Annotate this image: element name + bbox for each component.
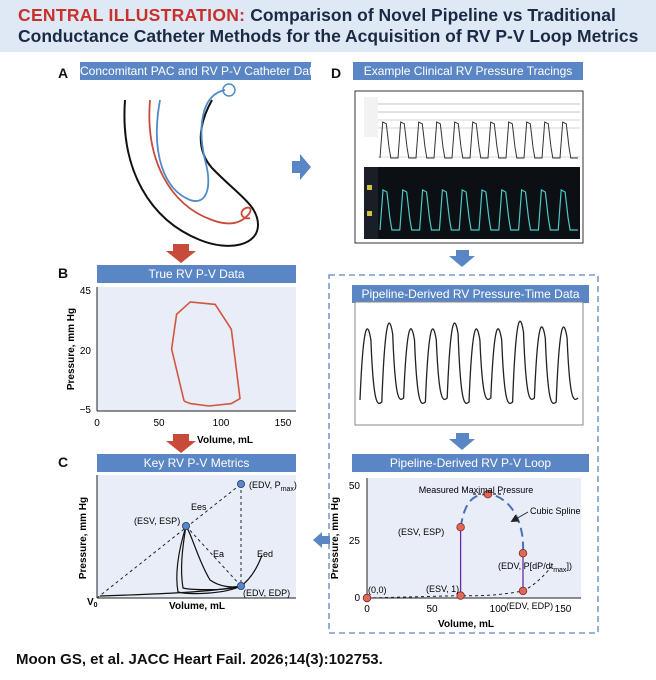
panel-b-ytick-20: 20 — [80, 346, 92, 357]
pipeline-dashed-box — [328, 274, 599, 634]
panel-b-ytick-neg5: −5 — [80, 405, 92, 416]
label-edv-edp-f: (EDV, EDP) — [506, 601, 553, 611]
arrow-a-to-d — [292, 154, 311, 180]
label-ees: Ees — [191, 502, 207, 512]
origin-point — [362, 593, 372, 603]
panel-a-title: Concomitant PAC and RV P-V Catheter Data — [80, 62, 320, 80]
panel-f-plot-area — [367, 478, 581, 598]
panel-b-plot-area — [97, 287, 296, 411]
label-esv-esp-f: (ESV, ESP) — [398, 527, 444, 537]
panel-c-letter: C — [58, 454, 69, 470]
edv-dpdt-point — [518, 549, 528, 558]
esv-esp-point-f — [456, 523, 465, 532]
arrow-b-to-c — [166, 434, 196, 453]
label-measured-max: Measured Maximal Pressure — [419, 485, 534, 495]
pa-catheter-trace — [156, 89, 226, 202]
label-edv-edp: (EDV, EDP) — [243, 588, 290, 598]
panel-b-title: True RV P-V Data — [97, 265, 296, 283]
panel-b-chart: 45 20 −5 0 50 100 150 Volume, mL Pressur… — [66, 286, 296, 446]
label-edv-dpdt: (EDV, P[dP/dtmax]) — [498, 561, 572, 574]
label-esv-1: (ESV, 1) — [426, 584, 459, 594]
pv-loop-outer — [185, 525, 242, 588]
ees-line — [96, 483, 242, 599]
eed-curve — [99, 554, 263, 597]
label-esv-esp: (ESV, ESP) — [134, 516, 180, 526]
panel-d-title: Example Clinical RV Pressure Tracings — [353, 62, 583, 80]
arrow-a-to-b — [166, 244, 196, 263]
panel-b-ytick-45: 45 — [80, 286, 92, 297]
edv-edp-point — [236, 582, 245, 591]
ea-line — [185, 525, 242, 587]
panel-f-ytick-50: 50 — [349, 481, 361, 492]
label-eed: Eed — [257, 549, 273, 559]
arrow-d-to-e — [449, 250, 475, 267]
header: CENTRAL ILLUSTRATION: Comparison of Nove… — [0, 0, 656, 52]
panel-f-xtick-0: 0 — [364, 604, 370, 615]
heart-catheter-schematic — [123, 83, 260, 247]
panel-e-title: Pipeline-Derived RV Pressure-Time Data — [352, 285, 589, 303]
esv-esp-point — [181, 522, 190, 531]
flow-arrows — [166, 154, 475, 548]
title-line-1: CENTRAL ILLUSTRATION: Comparison of Nove… — [18, 5, 656, 26]
edv-pmax-point — [236, 479, 245, 488]
pv-key-points — [362, 490, 528, 603]
panel-b-xtick-150: 150 — [275, 418, 292, 429]
pressure-time-frame — [354, 301, 584, 426]
panel-f-title: Pipeline-Derived RV P-V Loop — [352, 454, 589, 472]
label-ea: Ea — [213, 549, 224, 559]
panel-f-ytick-0: 0 — [354, 593, 360, 604]
clinical-tracing-monitor — [354, 90, 584, 244]
panel-b-ylabel: Pressure, mm Hg — [66, 308, 77, 390]
panel-d-letter: D — [331, 65, 342, 81]
monitor-top-legend — [364, 97, 378, 137]
panel-b-xtick-50: 50 — [153, 418, 165, 429]
label-cubic-spline: Cubic Spline — [530, 506, 581, 516]
pv-catheter-trace — [148, 99, 252, 225]
panel-f-xtick-100: 100 — [490, 604, 507, 615]
title-line-2: Conductance Catheter Methods for the Acq… — [18, 26, 639, 46]
panel-c-xlabel: Volume, mL — [169, 601, 225, 612]
panel-f-ylabel: Pressure, mm Hg — [330, 497, 341, 579]
label-origin: (0,0) — [368, 585, 387, 595]
pipeline-pressure-time-chart — [354, 301, 584, 426]
panel-f-xtick-50: 50 — [426, 604, 438, 615]
panel-a-letter: A — [58, 65, 69, 81]
pv-loop-inner-2 — [176, 525, 242, 595]
title-kicker: CENTRAL ILLUSTRATION: — [18, 5, 246, 25]
arrow-e-to-f — [449, 433, 475, 450]
panel-f-chart: 50 25 0 0 50 100 150 Volume, mL Pressure… — [330, 478, 581, 630]
label-v0: V0 — [87, 597, 98, 609]
esv-1-point — [456, 591, 465, 600]
panel-b-xtick-100: 100 — [213, 418, 230, 429]
panel-b-xtick-0: 0 — [94, 418, 100, 429]
panel-b-xlabel: Volume, mL — [197, 435, 253, 446]
edv-edp-point-f — [518, 586, 528, 596]
cubic-spline-arrow — [510, 511, 529, 522]
max-pressure-point — [483, 490, 493, 499]
citation: Moon GS, et al. JACC Heart Fail. 2026;14… — [16, 651, 383, 668]
panel-c-plot-area — [97, 475, 296, 598]
arrow-f-to-c — [313, 532, 330, 548]
clinical-pressure-wave-monitor — [379, 189, 578, 231]
panel-b-loop — [170, 301, 241, 407]
clinical-pressure-wave-white — [379, 121, 578, 159]
title-text: Comparison of Novel Pipeline vs Traditio… — [250, 5, 616, 25]
panel-c-chart: (EDV, Pmax) (ESV, ESP) Ees Ea Eed (EDV, … — [78, 475, 297, 612]
panel-f-xlabel: Volume, mL — [438, 619, 494, 630]
panel-f-xtick-150: 150 — [555, 604, 572, 615]
pressure-time-waveform — [359, 320, 579, 405]
panel-b-letter: B — [58, 265, 69, 281]
panel-c-title: Key RV P-V Metrics — [97, 454, 296, 472]
label-edv-pmax: (EDV, Pmax) — [249, 480, 297, 493]
panel-c-ylabel: Pressure, mm Hg — [78, 497, 89, 579]
pa-catheter-balloon — [222, 83, 236, 97]
panel-f-ytick-25: 25 — [349, 536, 361, 547]
